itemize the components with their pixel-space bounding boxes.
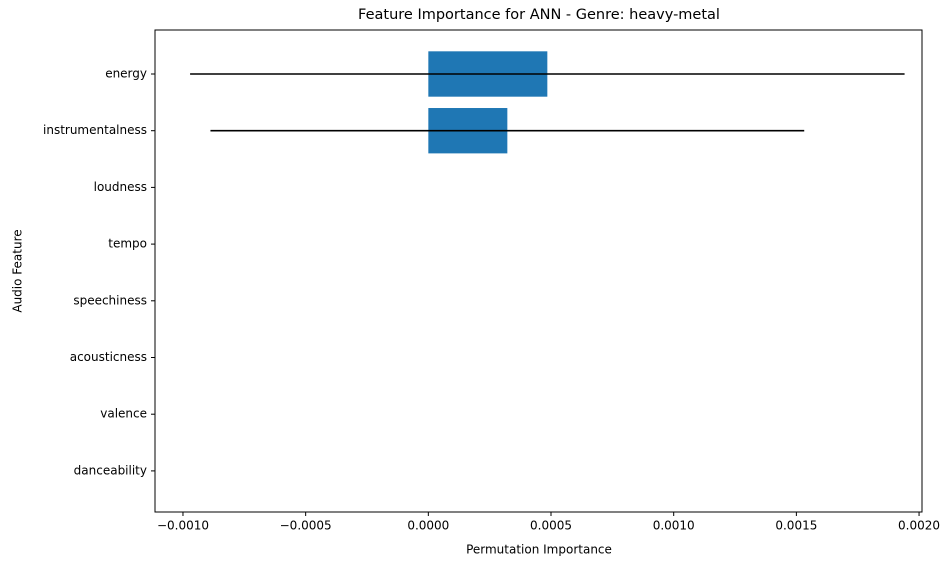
y-tick-label: energy [105,67,147,81]
x-tick-label: 0.0010 [653,519,695,533]
x-tick-label: −0.0010 [157,519,209,533]
y-tick-label: speechiness [73,293,147,307]
x-tick-label: 0.0015 [775,519,817,533]
x-tick-label: 0.0020 [898,519,940,533]
y-tick-label: instrumentalness [43,123,147,137]
y-tick-label: loudness [94,180,147,194]
x-tick-label: −0.0005 [280,519,332,533]
plot-frame [154,29,923,513]
y-axis-title: Audio Feature [11,229,25,312]
y-tick-label: acousticness [70,350,147,364]
x-tick-label: 0.0000 [407,519,449,533]
y-tick-label: tempo [108,237,147,251]
y-tick-label: danceability [74,463,147,477]
x-axis-title: Permutation Importance [466,543,612,557]
chart-title: Feature Importance for ANN - Genre: heav… [358,7,720,23]
x-tick-label: 0.0005 [530,519,572,533]
y-tick-label: valence [100,407,147,421]
